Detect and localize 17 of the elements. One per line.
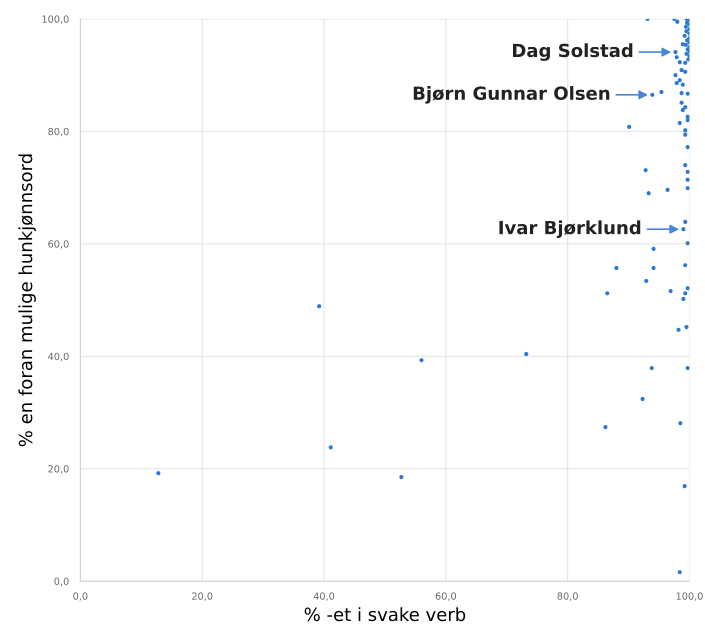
annotation: Ivar Bjørklund	[499, 220, 640, 238]
x-tick-label: 80,0	[558, 592, 578, 601]
x-tick-label: 20,0	[192, 592, 212, 601]
y-tick-label: 60,0	[48, 240, 69, 249]
y-axis-title: % en foran mulige hunkjønnsord	[18, 154, 36, 446]
x-tick-label: 0,0	[73, 592, 88, 601]
x-tick-label: 40,0	[314, 592, 334, 601]
annotation: Bjørn Gunnar Olsen	[414, 86, 610, 104]
y-tick-label: 100,0	[42, 15, 69, 24]
x-tick-label: 60,0	[436, 592, 456, 601]
x-tick-label: 100,0	[676, 592, 703, 601]
y-tick-label: 0,0	[54, 578, 69, 586]
y-tick-label: 20,0	[48, 465, 69, 474]
y-tick-label: 40,0	[48, 352, 69, 362]
y-tick-label: 80,0	[48, 128, 69, 136]
annotation: Dag Solstad	[513, 43, 632, 61]
x-axis-title: % -et i svake verb	[304, 607, 466, 622]
